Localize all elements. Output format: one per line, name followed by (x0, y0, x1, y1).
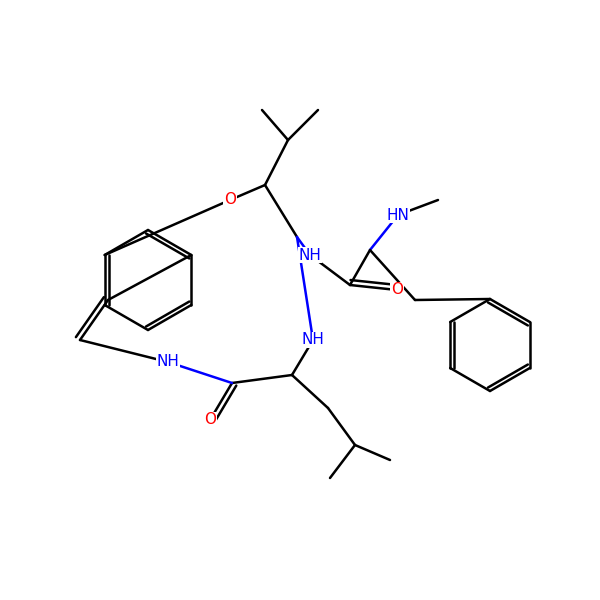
Text: HN: HN (386, 208, 409, 223)
Text: NH: NH (157, 355, 179, 370)
Text: NH: NH (302, 332, 325, 347)
Text: O: O (224, 193, 236, 208)
Text: NH: NH (299, 247, 322, 263)
Text: O: O (204, 413, 216, 427)
Text: O: O (391, 283, 403, 298)
